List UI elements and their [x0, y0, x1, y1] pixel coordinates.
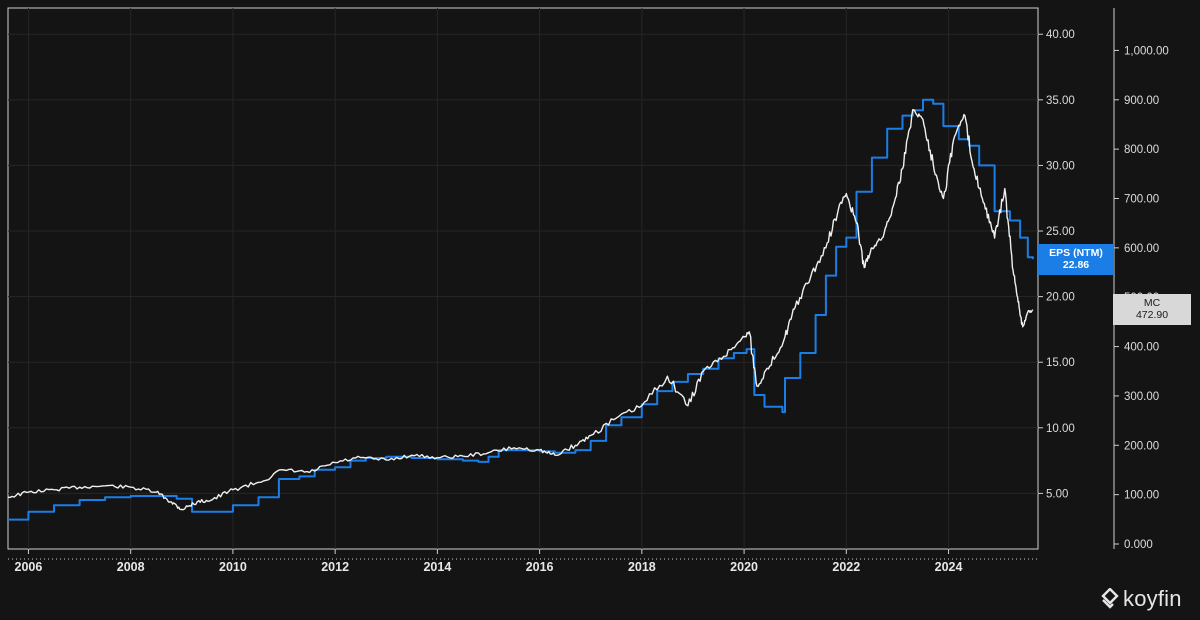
right-tick-label: 700.00 [1124, 193, 1159, 205]
gridlines [8, 8, 1038, 549]
left-tick-label: 10.00 [1046, 423, 1075, 435]
right-tick-label: 900.00 [1124, 95, 1159, 107]
mc-value-badge: MC 472.90 [1113, 294, 1191, 325]
x-axis: 2006 2008 2010 2012 2014 2016 2018 2020 2022 2024 [15, 549, 963, 574]
right-tick-label: 1,000.00 [1124, 45, 1169, 57]
right-tick-label: 600.00 [1124, 243, 1159, 255]
x-tick-label: 2018 [628, 560, 656, 574]
x-tick-label: 2022 [832, 560, 860, 574]
x-tick-label: 2010 [219, 560, 247, 574]
brand-name: koyfin [1123, 586, 1182, 611]
eps-value-badge: EPS (NTM) 22.86 [1038, 244, 1114, 275]
x-tick-label: 2008 [117, 560, 145, 574]
left-axis: 5.00 10.00 15.00 20.00 25.00 30.00 35.00 40.00 [1038, 29, 1075, 500]
plot-border [7, 7, 1039, 550]
x-tick-label: 2024 [935, 560, 963, 574]
x-tick-label: 2016 [526, 560, 554, 574]
series-layer [7, 98, 1034, 521]
right-tick-label: 200.00 [1124, 440, 1159, 452]
koyfin-logo[interactable]: koyfin [1100, 586, 1182, 612]
right-tick-label: 800.00 [1124, 144, 1159, 156]
left-tick-label: 5.00 [1046, 488, 1068, 500]
left-tick-label: 40.00 [1046, 29, 1075, 41]
series-line-mc [7, 109, 1034, 511]
x-tick-label: 2006 [15, 560, 43, 574]
x-tick-label: 2014 [423, 560, 451, 574]
right-tick-label: 100.00 [1124, 490, 1159, 502]
x-tick-label: 2012 [321, 560, 349, 574]
mc-badge-name: MC [1143, 297, 1161, 309]
left-tick-label: 30.00 [1046, 160, 1075, 172]
left-tick-label: 35.00 [1046, 95, 1075, 107]
koyfin-logo-icon [1101, 588, 1119, 609]
x-tick-label: 2020 [730, 560, 758, 574]
mc-badge-value: 472.90 [1135, 309, 1169, 321]
eps-badge-name: EPS (NTM) [1049, 247, 1103, 259]
left-tick-label: 20.00 [1046, 292, 1075, 304]
left-tick-label: 15.00 [1046, 357, 1075, 369]
right-tick-label: 400.00 [1124, 342, 1159, 354]
eps-badge-value: 22.86 [1062, 259, 1090, 271]
right-tick-label: 0.000 [1124, 539, 1153, 551]
series-line-eps-ntm [8, 98, 1034, 521]
left-tick-label: 25.00 [1046, 226, 1075, 238]
right-tick-label: 300.00 [1124, 391, 1159, 403]
